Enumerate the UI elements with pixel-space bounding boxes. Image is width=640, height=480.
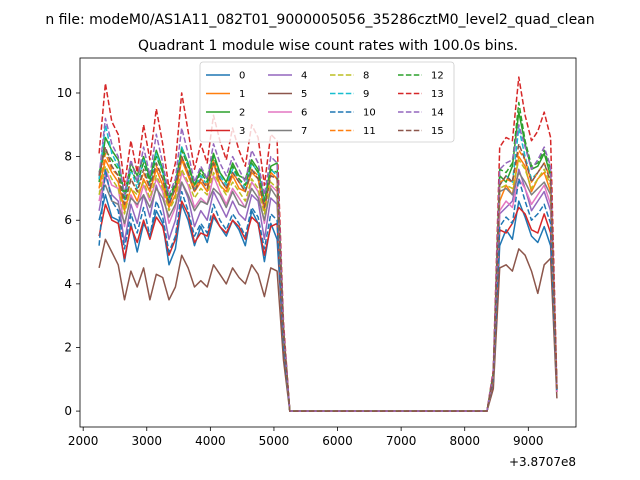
legend-label-0: 0 — [239, 71, 245, 82]
legend-label-12: 12 — [431, 71, 444, 82]
x-tick-label: 7000 — [386, 434, 417, 448]
x-axis: 2000 3000 4000 5000 6000 7000 8000 9000 — [68, 427, 544, 448]
x-tick-label: 8000 — [449, 434, 480, 448]
x-tick-label: 6000 — [322, 434, 353, 448]
legend-frame — [199, 61, 455, 143]
legend-label-4: 4 — [301, 71, 307, 82]
x-tick-label: 9000 — [513, 434, 544, 448]
legend-label-2: 2 — [239, 108, 245, 119]
y-tick-label: 0 — [64, 404, 72, 418]
y-tick-label: 10 — [57, 86, 72, 100]
x-tick-label: 4000 — [195, 434, 226, 448]
legend-label-13: 13 — [431, 89, 444, 100]
axes-frame — [79, 57, 577, 428]
legend-label-5: 5 — [301, 89, 307, 100]
series-layer — [98, 76, 558, 412]
legend-label-11: 11 — [363, 126, 376, 137]
x-tick-label: 5000 — [259, 434, 290, 448]
legend-label-10: 10 — [363, 108, 376, 119]
y-axis: 0 2 4 6 8 10 — [57, 86, 80, 418]
legend-label-7: 7 — [301, 126, 307, 137]
figure-suptitle: n file: modeM0/AS1A11_082T01_9000005056_… — [45, 12, 594, 28]
legend-label-15: 15 — [431, 126, 444, 137]
legend-label-8: 8 — [363, 71, 369, 82]
x-tick-label: 3000 — [131, 434, 162, 448]
x-tick-label: 2000 — [68, 434, 99, 448]
legend-label-3: 3 — [239, 126, 245, 137]
x-axis-offset-label: +3.8707e8 — [509, 455, 576, 469]
y-tick-label: 8 — [64, 150, 72, 164]
chart-title: Quadrant 1 module wise count rates with … — [138, 38, 518, 54]
y-tick-label: 4 — [64, 277, 72, 291]
y-tick-label: 2 — [64, 340, 72, 354]
legend-label-1: 1 — [239, 89, 245, 100]
legend-label-9: 9 — [363, 89, 369, 100]
legend-label-14: 14 — [431, 108, 444, 119]
legend-label-6: 6 — [301, 108, 307, 119]
y-tick-label: 6 — [64, 213, 72, 227]
series-line-15 — [98, 143, 558, 412]
